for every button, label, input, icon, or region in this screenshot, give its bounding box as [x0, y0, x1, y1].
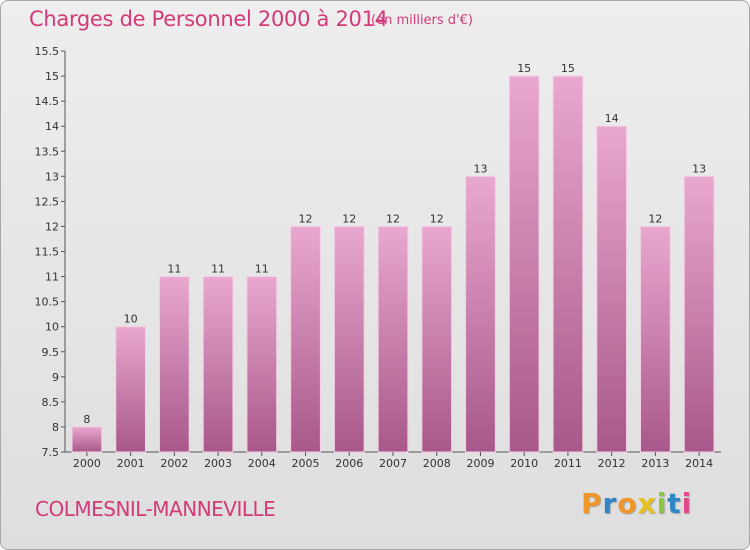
y-tick-label: 12: [45, 220, 59, 233]
y-axis: 7.5 8 8.5 9 9.5 10 10.5 11 11.5 12 12.5 13 13.5 14 14.…: [35, 45, 65, 459]
bar-value-label: 10: [124, 313, 138, 326]
x-tick-label: 2010: [510, 457, 538, 470]
logo-letter: r: [602, 487, 618, 520]
x-tick-label: 2012: [598, 457, 626, 470]
bar-2013: [640, 225, 671, 453]
logo-letter: x: [637, 487, 657, 520]
bar-2004: [246, 276, 278, 453]
bars: 8 10 11 11 11 12 12 12 12 13 15 15 14 12 13: [71, 62, 715, 453]
bar-2003: [202, 276, 234, 453]
x-tick-label: 2004: [248, 457, 276, 470]
bar-2014: [683, 175, 715, 453]
x-tick-label: 2002: [160, 457, 188, 470]
bar-value-label: 11: [211, 263, 225, 276]
y-tick-label: 11: [45, 271, 59, 284]
bar-2008: [421, 225, 453, 453]
y-tick-label: 13: [45, 170, 59, 183]
logo-letter: i: [656, 487, 668, 520]
y-tick-label: 8: [52, 421, 59, 434]
bar-2010: [508, 75, 540, 453]
proxiti-logo[interactable]: Proxiti: [581, 487, 692, 520]
y-tick-label: 13.5: [35, 145, 60, 158]
y-tick-label: 15.5: [35, 45, 60, 58]
bar-2006: [333, 225, 365, 453]
bar-value-label: 8: [83, 413, 90, 426]
y-tick-label: 9.5: [42, 346, 60, 359]
logo-letter: P: [581, 487, 603, 520]
bar-2009: [465, 175, 496, 453]
logo-letter: t: [667, 487, 682, 520]
x-tick-label: 2013: [641, 457, 669, 470]
bar-value-label: 15: [561, 62, 575, 75]
y-tick-label: 7.5: [42, 446, 60, 459]
y-tick-label: 14.5: [35, 95, 60, 108]
bar-value-label: 15: [517, 62, 531, 75]
bar-value-label: 14: [605, 112, 619, 125]
x-tick-label: 2011: [554, 457, 582, 470]
x-tick-label: 2014: [685, 457, 713, 470]
bar-value-label: 12: [430, 212, 444, 225]
y-tick-label: 10: [45, 321, 59, 334]
bar-2001: [115, 326, 146, 453]
chart-title: Charges de Personnel 2000 à 2014: [29, 7, 388, 31]
x-tick-label: 2008: [423, 457, 451, 470]
bar-value-label: 11: [167, 263, 181, 276]
bar-value-label: 11: [255, 263, 269, 276]
bar-value-label: 12: [648, 212, 662, 225]
y-tick-label: 14: [45, 120, 59, 133]
x-tick-label: 2003: [204, 457, 232, 470]
logo-letter: i: [681, 487, 693, 520]
y-tick-label: 12.5: [35, 195, 60, 208]
bar-value-label: 13: [692, 162, 706, 175]
bar-2000: [71, 426, 103, 453]
y-tick-label: 15: [45, 70, 59, 83]
bar-2011: [552, 75, 584, 453]
y-tick-label: 10.5: [35, 296, 60, 309]
y-tick-label: 8.5: [42, 396, 60, 409]
x-tick-label: 2009: [466, 457, 494, 470]
y-tick-label: 11.5: [35, 246, 60, 259]
x-axis: 2000 2001 2002 2003 2004 2005 2006 2007 2008 2009…: [73, 452, 713, 470]
commune-name: COLMESNIL-MANNEVILLE: [35, 497, 276, 521]
bar-2002: [158, 276, 190, 453]
x-tick-label: 2006: [335, 457, 363, 470]
y-tick-label: 9: [52, 371, 59, 384]
bar-value-label: 13: [473, 162, 487, 175]
x-tick-label: 2001: [117, 457, 145, 470]
x-tick-label: 2000: [73, 457, 101, 470]
bar-value-label: 12: [342, 212, 356, 225]
bar-value-label: 12: [386, 212, 400, 225]
chart-subtitle: (en milliers d'€): [371, 13, 473, 28]
bar-value-label: 12: [299, 212, 313, 225]
bar-2012: [596, 125, 628, 453]
bar-2007: [377, 225, 409, 453]
logo-letter: o: [617, 487, 638, 520]
x-tick-label: 2005: [292, 457, 320, 470]
bar-2005: [290, 225, 321, 453]
x-tick-label: 2007: [379, 457, 407, 470]
